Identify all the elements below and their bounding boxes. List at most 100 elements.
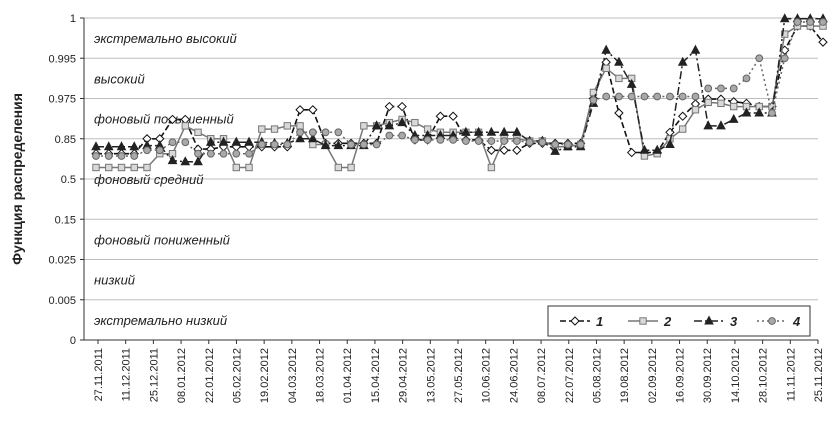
series-3-point [779, 13, 790, 23]
series-4-point [296, 128, 304, 137]
band-label: низкий [94, 273, 135, 288]
x-tick-label: 30.09.2012 [702, 348, 714, 403]
series-4-point [449, 136, 458, 144]
series-1-point [486, 145, 497, 155]
series-3-point [218, 136, 229, 146]
series-3-point [626, 78, 637, 88]
series-4-point [245, 149, 253, 158]
legend-label-2: 2 [663, 314, 672, 329]
series-1-line [96, 25, 824, 155]
band-label: фоновый средний [94, 172, 203, 187]
series-3-point [461, 126, 471, 136]
y-tick-label: 0.025 [48, 255, 76, 267]
series-4-line [96, 21, 823, 157]
x-tick-label: 27.05.2012 [453, 348, 465, 403]
series-4-point [372, 140, 381, 149]
series-1-point [167, 114, 178, 125]
series-3-point [728, 113, 739, 123]
series-2-point [92, 163, 100, 172]
series-3-point [677, 56, 688, 66]
series-4-point [130, 152, 139, 160]
series-3-point [91, 141, 101, 151]
series-2-point [615, 74, 623, 83]
series-4-point [564, 140, 572, 149]
y-tick-label: 0.995 [48, 53, 76, 65]
band-label: фоновый повышенный [94, 112, 234, 127]
series-3-point [601, 44, 612, 54]
series-3-point [741, 107, 752, 117]
series-1-point [397, 101, 407, 112]
series-4-point [474, 137, 483, 145]
series-2-point [360, 122, 368, 130]
series-2-point [232, 163, 240, 172]
series-1-point [384, 101, 395, 112]
series-4-point [232, 149, 241, 158]
series-4-point [500, 137, 509, 145]
series-2-point [181, 122, 189, 130]
band-labels: экстремально высокий высокий фоновый повыш… [94, 31, 237, 328]
series-2-point [117, 163, 126, 172]
x-tick-label: 29.04.2012 [398, 348, 410, 403]
x-tick-label: 05.08.2012 [591, 348, 603, 403]
x-tick-label: 08.01.2012 [176, 348, 188, 403]
legend-box [547, 305, 811, 337]
x-tick-label: 16.09.2012 [675, 348, 687, 403]
series-1-point [499, 145, 509, 155]
series-4-point [181, 138, 190, 147]
series-3-line [96, 18, 823, 163]
series-3-point [665, 138, 675, 148]
series-3-point [703, 120, 714, 130]
series-2-point [730, 102, 738, 111]
series-2-point [704, 98, 712, 107]
series-3-point [512, 126, 522, 136]
series-2-point [411, 118, 419, 127]
series-4-point [321, 128, 330, 137]
series-3-point [754, 107, 765, 117]
series-2-point [717, 99, 725, 108]
series-3-point [333, 140, 344, 150]
series-4-point [359, 140, 368, 149]
series-4 [92, 18, 827, 160]
series-1-point [448, 111, 458, 121]
x-tick-label: 02.09.2012 [647, 348, 659, 403]
legend-label-4: 4 [792, 314, 801, 329]
x-axis-ticks: 27.11.2011 11.12.2011 25.12.2011 08.01.2012… [93, 340, 825, 403]
series-2-point [347, 163, 355, 172]
series-4-point [219, 149, 228, 158]
band-label: экстремально низкий [94, 313, 227, 328]
series-3-point [499, 126, 509, 136]
series-3-point [690, 44, 701, 54]
series-4-point [168, 138, 177, 147]
series-4-point [742, 74, 751, 83]
series-2-point [245, 163, 253, 172]
legend-marker-2 [639, 317, 647, 325]
series-2-point [679, 125, 687, 133]
legend-marker-4 [768, 317, 776, 325]
series-3-point [550, 145, 560, 155]
series-3-point [473, 126, 484, 136]
series-4-point [525, 138, 534, 147]
series-3-point [716, 120, 726, 130]
series-3-point [486, 126, 497, 136]
series-4-point [270, 140, 279, 149]
series-4-point [155, 146, 164, 155]
y-tick-label: 0.85 [55, 134, 76, 146]
series-3-point [231, 136, 242, 146]
series-4-point [487, 137, 496, 145]
series-1-point [818, 37, 828, 47]
series-4-point [92, 152, 100, 160]
series-4-point [461, 137, 470, 145]
x-tick-label: 11.11.2012 [785, 348, 797, 401]
series-3-point [167, 155, 178, 165]
series-4-point [257, 140, 266, 149]
series-3-point [129, 141, 140, 151]
series-2-point [130, 163, 138, 172]
series-lines [91, 13, 828, 172]
band-label: фоновый пониженный [94, 232, 230, 247]
series-4-point [283, 140, 292, 149]
band-label: экстремально высокий [94, 31, 237, 46]
x-tick-label: 08.07.2012 [536, 348, 548, 403]
series-4-point [780, 54, 789, 63]
x-tick-label: 15.04.2012 [370, 348, 382, 403]
series-3-point [295, 133, 305, 143]
